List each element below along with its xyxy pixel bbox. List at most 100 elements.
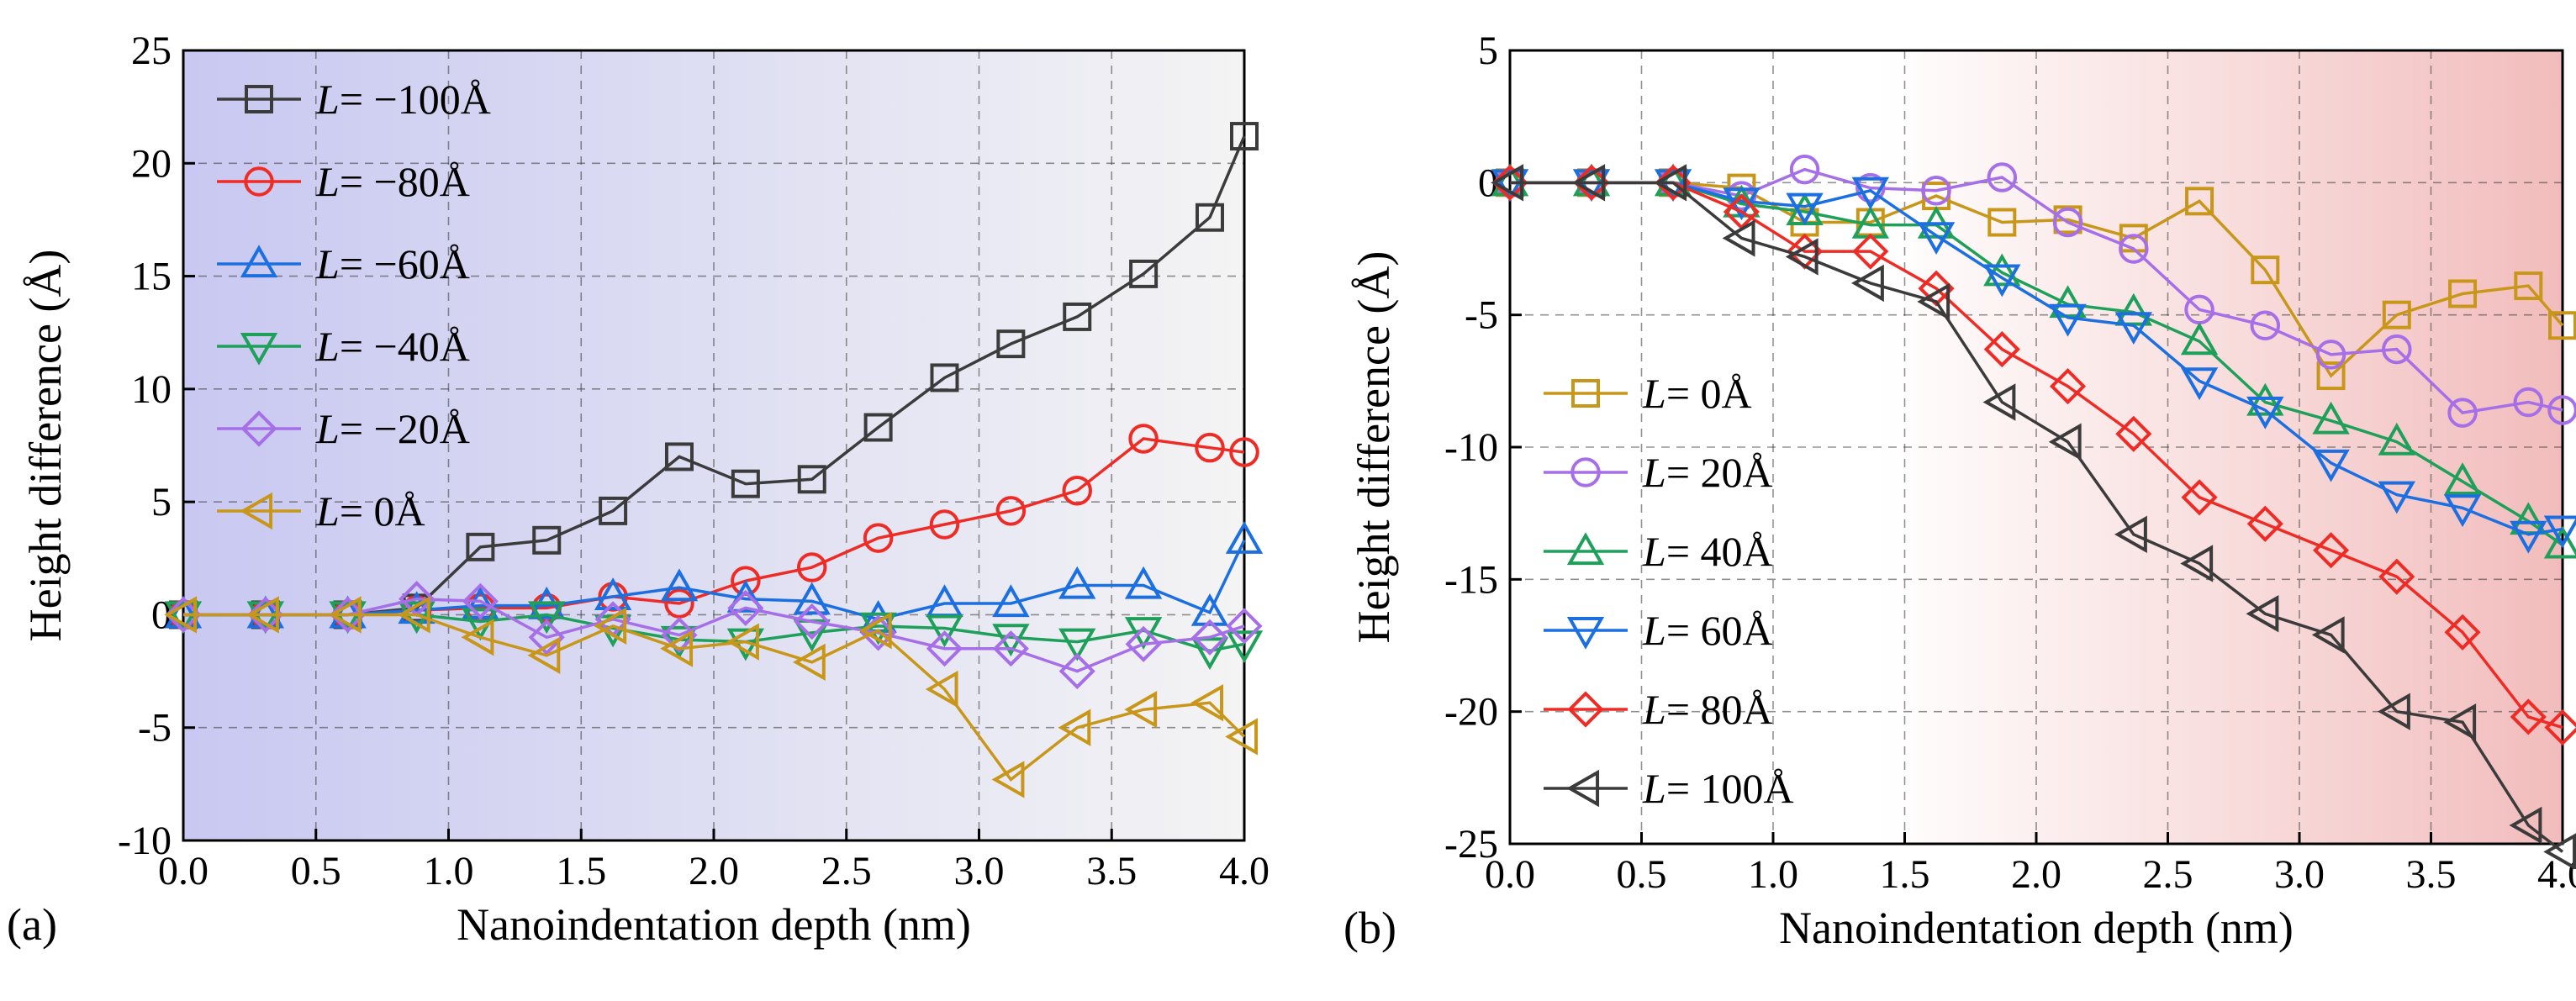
data-point [792,643,826,682]
legend-label: L= −40Å [315,323,470,370]
legend-marker [245,85,273,113]
legend-marker [1571,379,1600,408]
data-point [2543,525,2576,559]
legend-item: L= 80Å [1544,686,1773,733]
legend-item: L= 0Å [1544,370,1752,417]
data-point [1855,172,1886,203]
data-point [1491,163,1529,197]
data-point [2180,367,2219,401]
legend-item: L= −100Å [217,76,491,123]
data-point [594,607,627,645]
data-point [246,596,279,634]
data-point [793,582,831,615]
data-point [1572,163,1611,197]
legend-label: L= 60Å [1642,607,1773,654]
data-point [2444,614,2481,651]
x-tick-label: 0.0 [158,849,209,893]
data-point [727,589,764,626]
data-point [599,496,628,525]
y-tick-label: 25 [131,29,172,73]
data-point [528,601,566,635]
x-axis-title: Nanoindentation depth (nm) [457,899,971,950]
panel-b-chart: 0.00.51.01.52.02.53.03.54.050-5-10-15-20… [1343,29,2576,953]
legend-marker [240,410,277,447]
data-point [1063,302,1092,331]
data-point [2119,234,2149,264]
legend-label: L= −20Å [315,405,470,452]
legend-item: L= 100Å [1544,765,1794,812]
legend-marker [1566,532,1605,566]
data-point [2443,462,2482,495]
data-point [461,619,494,656]
x-tick-label: 3.0 [954,849,1005,893]
legend-marker [240,245,278,278]
series-line [1510,181,2564,378]
data-point [2382,300,2411,329]
legend-label: L= −60Å [315,240,470,287]
data-point [1058,709,1091,746]
x-tick-label: 0.5 [1617,852,1667,897]
data-point [329,601,367,635]
data-point [1917,282,1950,321]
legend-marker [1567,691,1604,728]
data-point [2311,616,2345,654]
data-point [1230,122,1259,151]
data-point [731,469,760,498]
data-point [532,525,562,555]
legend-item: L= −20Å [217,405,470,452]
legend: L= −100Å L= −80Å L= −60Å L= −40Å L= −20Å L= 0… [217,76,491,535]
data-point [2378,481,2416,514]
series-line [183,135,1246,617]
data-point [2114,312,2153,345]
data-point [2378,422,2416,456]
data-point [926,614,963,648]
data-point [2378,558,2415,595]
data-point [1062,475,1092,506]
data-point [2315,340,2346,370]
data-point [2114,515,2147,554]
data-point [2382,334,2412,365]
y-tick-label: 5 [1478,29,1498,73]
data-point [995,496,1027,526]
y-tick-label: 10 [131,367,172,412]
legend-item: L= 60Å [1544,607,1773,654]
data-point [466,532,495,561]
data-point [1722,219,1755,257]
data-point [2049,303,2087,337]
data-point [1124,691,1158,729]
data-point [462,582,499,619]
data-point [1786,192,1824,226]
legend-item: L= 0Å [217,487,425,535]
data-point [328,596,362,634]
legend-marker [244,166,274,197]
data-point [2312,401,2350,435]
data-point [527,636,561,674]
data-point [1789,154,1820,185]
data-point [991,761,1025,798]
series-line [1510,181,2563,536]
data-point [164,595,203,629]
data-point [1654,164,1687,202]
data-point [1058,652,1095,690]
data-point [992,584,1030,618]
x-tick-label: 3.0 [2274,852,2325,897]
x-tick-label: 4.0 [1219,849,1270,893]
y-tick-label: -5 [1465,293,1498,338]
legend-label: L= 80Å [1642,686,1773,733]
data-point [2443,703,2477,741]
data-point [2250,310,2281,341]
data-point [2052,207,2083,238]
data-point [2513,387,2544,418]
data-point [794,603,831,640]
data-point [528,619,565,656]
data-point [859,612,897,645]
data-point [2185,187,2214,216]
data-point [1851,264,1884,303]
data-point [660,630,694,667]
data-point [1491,164,1524,202]
x-tick-label: 1.5 [556,849,606,893]
data-point [1987,208,2017,237]
data-point [1129,259,1159,288]
data-point [661,617,698,654]
